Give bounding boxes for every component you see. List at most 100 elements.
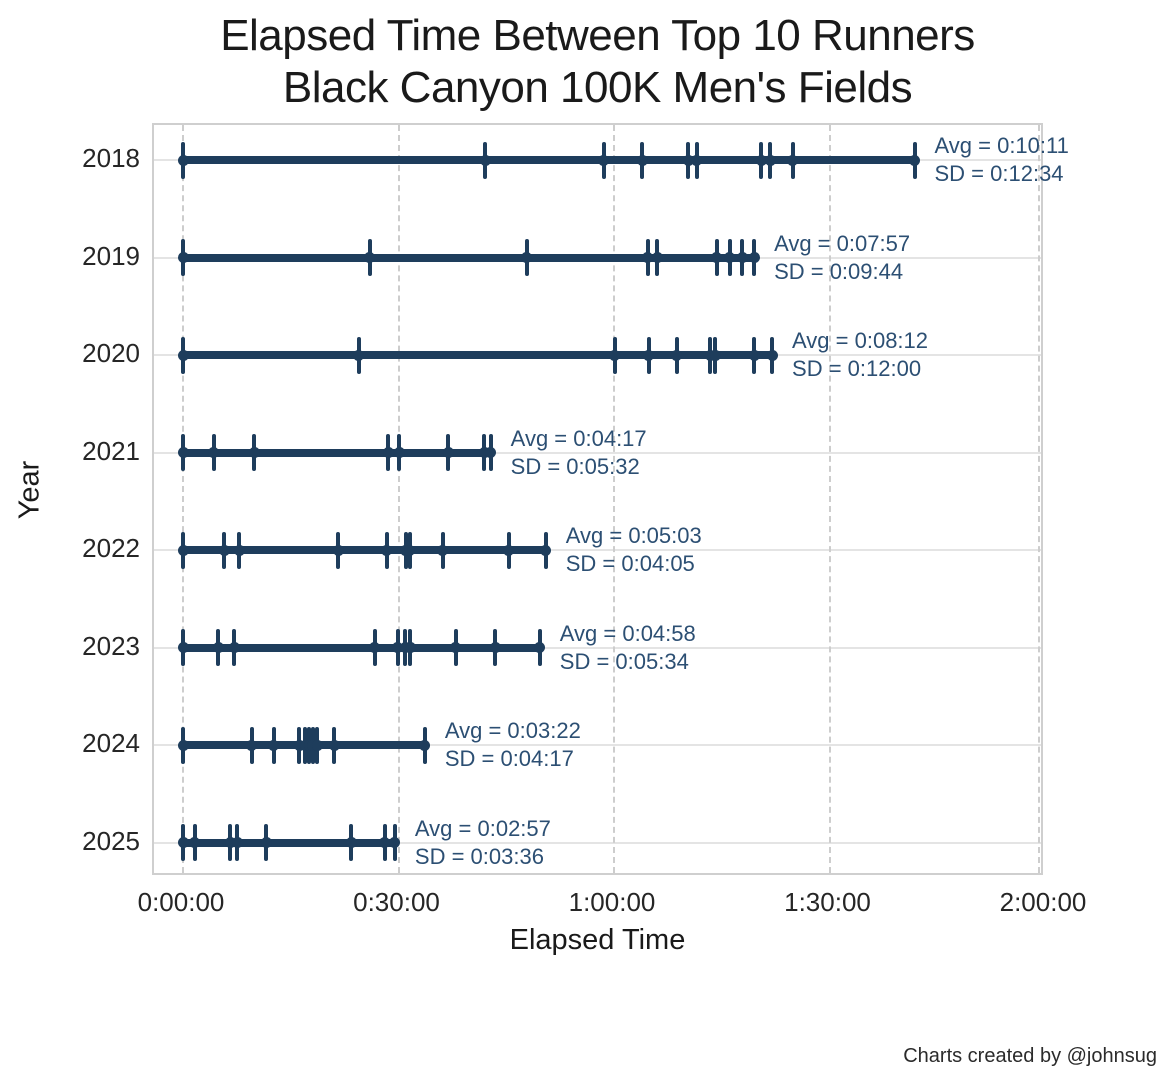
runner-dot-marker: [177, 154, 189, 166]
x-axis-tick-label: 2:00:00: [999, 887, 1087, 917]
sd-annotation: SD = 0:12:00: [792, 356, 922, 382]
elapsed-time-bar: [183, 838, 395, 847]
runner-dot-marker: [709, 349, 721, 361]
runner-dot-marker: [177, 544, 189, 556]
chart-title: Elapsed Time Between Top 10 Runners Blac…: [140, 10, 1055, 114]
runner-dot-marker: [328, 739, 340, 751]
vertical-gridline: [397, 125, 400, 873]
avg-annotation: Avg = 0:03:22: [444, 718, 581, 744]
vertical-gridline: [182, 125, 184, 873]
sd-annotation: SD = 0:05:32: [510, 453, 640, 479]
credit-text: Charts created by @johnsug: [903, 1045, 1157, 1067]
runner-dot-marker: [233, 544, 245, 556]
chart-title-line-2: Black Canyon 100K Men's Fields: [282, 63, 913, 112]
runner-dot-marker: [369, 642, 381, 654]
plot-area: Avg = 0:10:11 SD = 0:12:34 Avg = 0:07:57 SD…: [152, 123, 1069, 875]
runner-dot-marker: [177, 349, 189, 361]
runner-dot-marker: [293, 739, 305, 751]
stats-annotation: Avg = 0:05:03 SD = 0:04:05: [566, 522, 702, 578]
runner-dot-marker: [177, 252, 189, 264]
y-axis-tick-label: 2025: [82, 825, 140, 856]
runner-dot-marker: [382, 447, 394, 459]
horizontal-gridline: [154, 549, 1041, 552]
y-axis-tick-label: 2020: [82, 338, 140, 369]
runner-dot-marker: [724, 252, 736, 264]
runner-dot-marker: [478, 447, 490, 459]
sd-annotation: SD = 0:12:34: [934, 161, 1064, 186]
runner-dot-marker: [787, 154, 799, 166]
runner-dot-marker: [450, 642, 462, 654]
sd-annotation: SD = 0:05:34: [559, 648, 689, 674]
y-axis-tick-label: 2023: [82, 630, 140, 661]
stats-annotation: Avg = 0:10:11 SD = 0:12:34: [935, 132, 1069, 188]
avg-annotation: Avg = 0:04:58: [559, 620, 696, 646]
runner-dot-marker: [540, 544, 552, 556]
runner-dot-marker: [442, 447, 454, 459]
avg-annotation: Avg = 0:07:57: [774, 230, 911, 256]
horizontal-gridline: [154, 451, 1041, 454]
runner-dot-marker: [909, 154, 920, 166]
elapsed-time-bar: [183, 546, 546, 555]
x-axis-title: Elapsed Time: [509, 924, 686, 956]
runner-dot-marker: [598, 154, 610, 166]
avg-annotation: Avg = 0:05:03: [565, 523, 702, 549]
runner-dot-marker: [521, 252, 533, 264]
horizontal-gridline: [154, 744, 1041, 747]
chart-title-line-1: Elapsed Time Between Top 10 Runners: [220, 11, 975, 60]
runner-dot-marker: [177, 837, 189, 849]
avg-annotation: Avg = 0:10:11: [934, 133, 1069, 158]
vertical-gridline: [613, 125, 615, 873]
runner-dot-marker: [682, 154, 694, 166]
x-axis-tick-label: 0:30:00: [353, 887, 440, 917]
runner-dot-marker: [392, 642, 404, 654]
elapsed-time-bar: [183, 351, 773, 360]
runner-dot-marker: [231, 837, 243, 849]
y-axis-tick-label: 2021: [82, 435, 140, 466]
stats-annotation: Avg = 0:03:22 SD = 0:04:17: [445, 717, 581, 773]
y-axis-tick-label: 2022: [82, 533, 140, 564]
runner-dot-marker: [177, 642, 189, 654]
runner-dot-marker: [345, 837, 357, 849]
runner-dot-marker: [489, 642, 501, 654]
runner-dot-marker: [389, 837, 401, 849]
stats-annotation: Avg = 0:04:17 SD = 0:05:32: [511, 425, 647, 481]
y-axis-title: Year: [13, 460, 46, 520]
runner-dot-marker: [189, 837, 201, 849]
runner-dot-marker: [748, 252, 760, 264]
sd-annotation: SD = 0:04:17: [444, 746, 574, 772]
stats-annotation: Avg = 0:07:57 SD = 0:09:44: [774, 230, 910, 286]
runner-dot-marker: [764, 154, 776, 166]
runner-dot-marker: [353, 349, 365, 361]
runner-dot-marker: [248, 447, 260, 459]
sd-annotation: SD = 0:03:36: [414, 843, 544, 869]
runner-dot-marker: [419, 739, 431, 751]
elapsed-time-bar: [183, 643, 540, 652]
runner-dot-marker: [534, 642, 546, 654]
runner-dot-marker: [636, 154, 648, 166]
runner-dot-marker: [643, 349, 655, 361]
runner-dot-marker: [177, 447, 189, 459]
runner-dot-marker: [268, 739, 280, 751]
runner-dot-marker: [260, 837, 272, 849]
runner-dot-marker: [404, 642, 416, 654]
runner-dot-marker: [246, 739, 258, 751]
runner-dot-marker: [736, 252, 748, 264]
stats-annotation: Avg = 0:04:58 SD = 0:05:34: [560, 620, 696, 676]
runner-dot-marker: [748, 349, 760, 361]
runner-dot-marker: [642, 252, 654, 264]
sd-annotation: SD = 0:09:44: [774, 258, 904, 284]
y-axis-tick-label: 2024: [82, 728, 140, 759]
runner-dot-marker: [671, 349, 683, 361]
elapsed-time-bar: [183, 448, 491, 457]
x-axis-tick-label: 1:00:00: [568, 887, 656, 917]
vertical-gridline: [828, 125, 831, 873]
runner-dot-marker: [651, 252, 663, 264]
runner-dot-marker: [381, 544, 393, 556]
elapsed-time-bar: [183, 156, 915, 164]
y-axis-tick-label: 2018: [82, 143, 140, 173]
runner-dot-marker: [228, 642, 240, 654]
stats-annotation: Avg = 0:02:57 SD = 0:03:36: [415, 815, 551, 871]
runner-dot-marker: [208, 447, 220, 459]
runner-dot-marker: [766, 349, 778, 361]
